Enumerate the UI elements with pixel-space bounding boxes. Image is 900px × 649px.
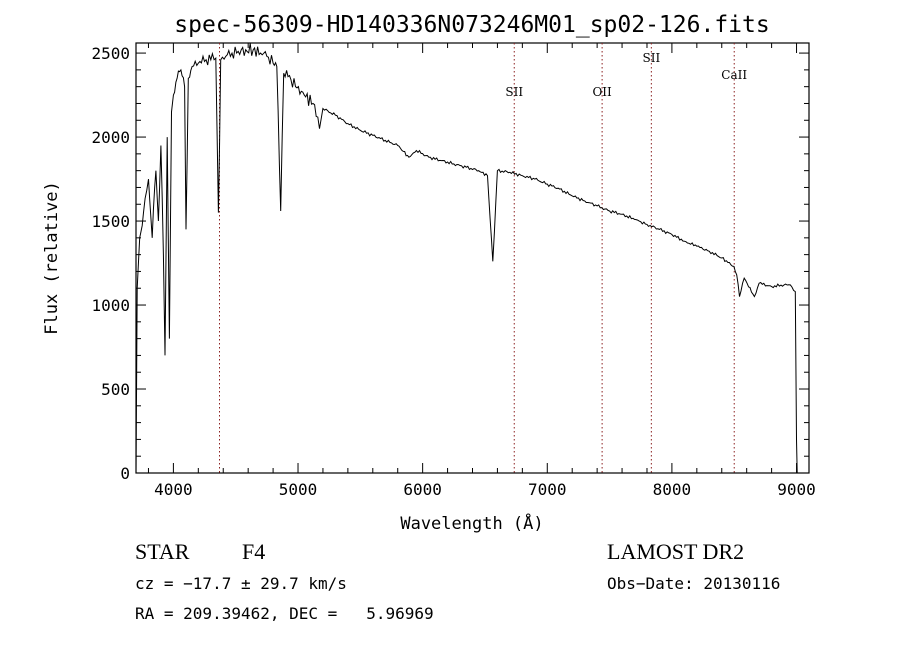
redshift-cz: cz = −17.7 ± 29.7 km/s [135,574,347,593]
marker-label: CaII [721,68,747,82]
y-tick-label: 500 [101,380,130,399]
x-axis-label: Wavelength (Å) [400,512,543,534]
spectrum-line [135,43,798,474]
y-axis-label: Flux (relative) [42,181,62,335]
x-tick-label: 4000 [154,480,193,499]
marker-label: SII [642,51,660,65]
x-tick-label: 9000 [777,480,816,499]
object-subclass: F4 [242,539,266,564]
marker-label: SII [505,85,523,99]
y-tick-label: 1000 [91,296,130,315]
obs-date: Obs−Date: 20130116 [607,574,781,593]
plot-frame [135,42,810,474]
y-tick-label: 0 [120,464,130,483]
y-axis: 0 500 1000 1500 2000 2500 [91,44,809,483]
x-tick-label: 7000 [528,480,567,499]
x-tick-label: 6000 [403,480,442,499]
marker-label: OII [592,85,612,99]
object-class: STAR [135,539,190,564]
y-tick-label: 2500 [91,44,130,63]
x-tick-label: 8000 [653,480,692,499]
ra-dec-coords: RA = 209.39462, DEC = 5.96969 [135,604,434,623]
chart-title: spec-56309-HD140336N073246M01_sp02-126.f… [174,12,769,38]
x-axis: 4000 5000 6000 7000 8000 9000 [147,43,816,499]
y-tick-label: 1500 [91,212,130,231]
y-tick-label: 2000 [91,128,130,147]
survey-label: LAMOST DR2 [607,539,745,564]
marker-lines: SII OII SII CaII [219,43,747,473]
x-tick-label: 5000 [279,480,318,499]
